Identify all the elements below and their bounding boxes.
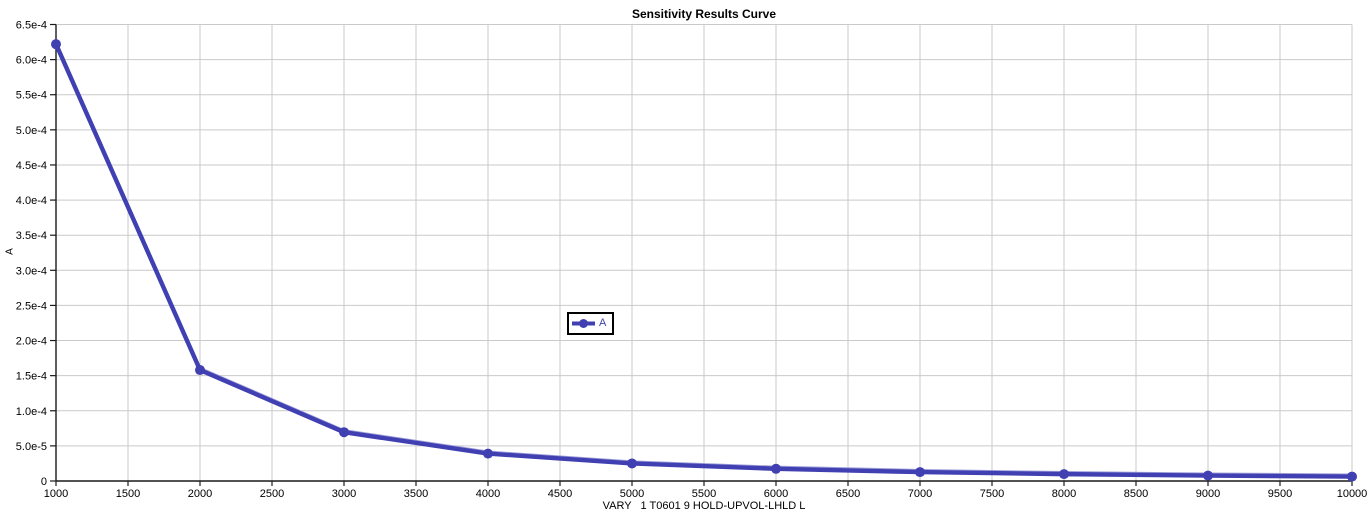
y-tick-label: 3.0e-4: [16, 265, 47, 277]
tick-marks: [50, 23, 1353, 486]
legend-label: A: [599, 317, 607, 329]
data-point: [339, 427, 349, 438]
data-point: [915, 467, 925, 478]
y-tick-label: 2.5e-4: [16, 300, 47, 312]
x-tick-label: 4500: [548, 488, 572, 500]
x-tick-label: 3500: [404, 488, 428, 500]
x-axis-title: VARY 1 T0601 9 HOLD-UPVOL-LHLD L: [602, 500, 806, 512]
x-tick-label: 5000: [620, 488, 644, 500]
y-tick-label: 5.0e-4: [16, 125, 47, 137]
series-A: [51, 39, 1357, 482]
y-tick-label: 4.0e-4: [16, 195, 47, 207]
data-point: [1203, 470, 1213, 481]
legend[interactable]: A: [567, 312, 615, 335]
y-tick-label: 0: [41, 476, 47, 488]
x-tick-label: 9000: [1196, 488, 1220, 500]
legend-line-marker-icon: [572, 319, 595, 328]
gridlines: [56, 24, 1353, 481]
y-tick-label: 1.0e-4: [16, 406, 47, 418]
data-point: [483, 448, 493, 459]
data-point: [195, 365, 205, 376]
x-tick-label: 7000: [908, 488, 932, 500]
y-tick-label: 2.0e-4: [16, 336, 47, 348]
x-tick-label: 9500: [1268, 488, 1292, 500]
x-tick-label: 8000: [1052, 488, 1076, 500]
x-tick-label: 5500: [692, 488, 716, 500]
x-tick-label: 6000: [764, 488, 788, 500]
data-point: [627, 458, 637, 469]
x-tick-label: 2500: [260, 488, 284, 500]
x-tick-label: 4000: [476, 488, 500, 500]
y-tick-label: 1.5e-4: [16, 371, 47, 383]
y-tick-label: 3.5e-4: [16, 230, 47, 242]
y-tick-label: 6.5e-4: [16, 20, 47, 32]
y-tick-label: 4.5e-4: [16, 160, 47, 172]
x-tick-label: 1500: [116, 488, 140, 500]
x-tick-label: 7500: [980, 488, 1004, 500]
y-tick-label: 5.0e-5: [16, 441, 47, 453]
y-axis-title: A: [4, 248, 16, 255]
series-line: [53, 43, 1353, 479]
data-point: [1059, 469, 1069, 480]
y-tick-label: 5.5e-4: [16, 90, 47, 102]
x-tick-label: 1000: [44, 488, 68, 500]
x-tick-label: 10000: [1337, 488, 1368, 500]
tick-labels: 1000 1500 2000 2500 3000 3500 4000 4500 5000 5500…: [16, 20, 1368, 501]
x-tick-label: 8500: [1124, 488, 1148, 500]
y-tick-label: 6.0e-4: [16, 55, 47, 67]
x-tick-label: 2000: [188, 488, 212, 500]
data-point: [771, 463, 781, 474]
x-tick-label: 6500: [836, 488, 860, 500]
data-point: [51, 39, 61, 50]
chart-title: Sensitivity Results Curve: [631, 7, 777, 21]
x-tick-label: 3000: [332, 488, 356, 500]
data-point: [1347, 471, 1357, 482]
